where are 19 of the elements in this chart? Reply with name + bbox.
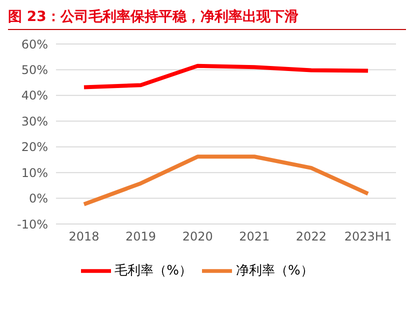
y-tick-label: 10% — [21, 166, 48, 180]
y-tick-label: 0% — [28, 192, 48, 206]
x-tick-label: 2018 — [68, 230, 100, 244]
x-tick-label: 2022 — [296, 230, 326, 244]
x-tick-label: 2021 — [239, 230, 270, 244]
line-series — [82, 154, 370, 206]
y-tick-label: 50% — [21, 62, 48, 77]
x-tick-label: 2020 — [182, 230, 213, 244]
y-tick-label: 60% — [21, 37, 48, 52]
y-tick-label: 20% — [21, 140, 48, 154]
y-tick-label: 30% — [21, 114, 48, 128]
legend-label: 净利率（%） — [236, 264, 314, 279]
chart-title: 图 23：公司毛利率保持平稳，净利率出现下滑 — [8, 8, 406, 30]
line-series — [82, 64, 370, 90]
y-tick-label: 40% — [21, 88, 48, 103]
x-tick-label: 2023H1 — [344, 230, 392, 244]
x-tick-label: 2019 — [126, 230, 156, 244]
legend-label: 毛利率（%） — [114, 264, 192, 279]
y-tick-label: -10% — [16, 217, 48, 232]
